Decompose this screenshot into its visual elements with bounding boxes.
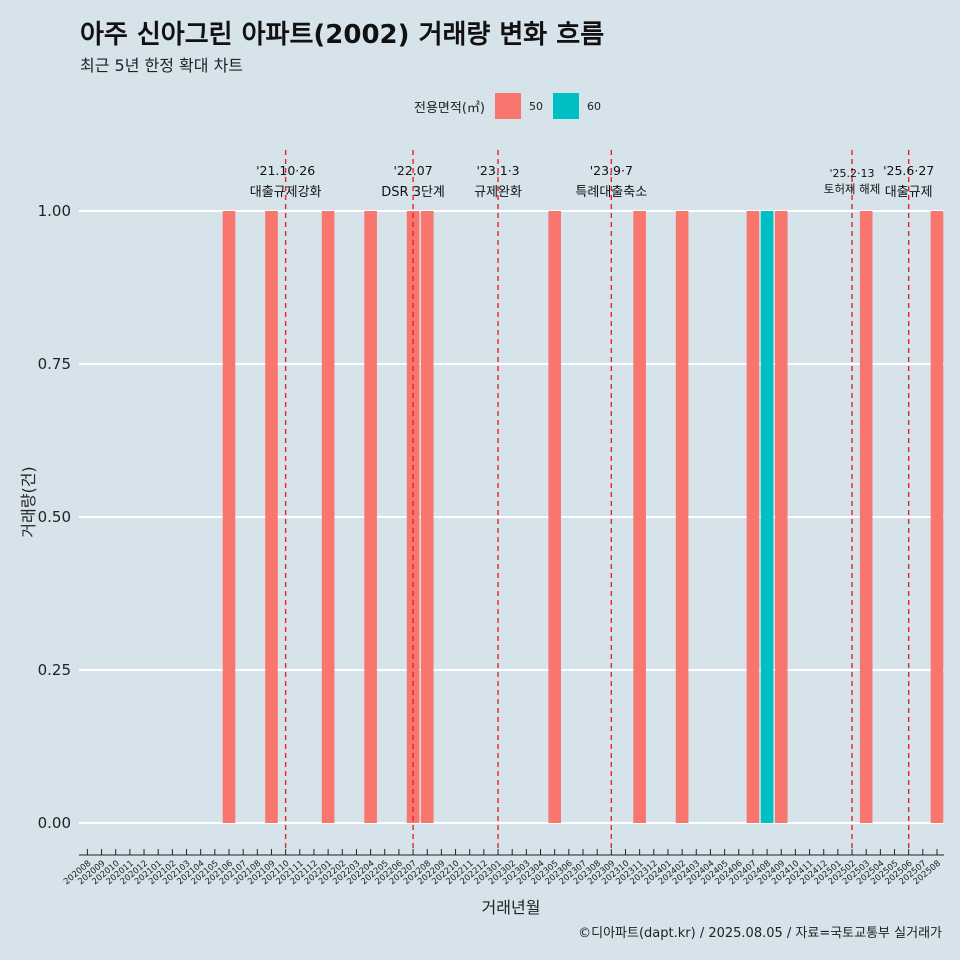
event-label: 규제완화 — [474, 185, 522, 200]
event-date-label: '23.1·3 — [476, 163, 519, 178]
chart-title: 아주 신아그린 아파트(2002) 거래량 변화 흐름 — [80, 20, 605, 50]
y-tick-label: 0.75 — [38, 355, 71, 373]
source-footer: ©디아파트(dapt.kr) / 2025.08.05 / 자료=국토교통부 실… — [578, 926, 942, 941]
bar-50-202106 — [222, 211, 236, 823]
event-label: 대출규제강화 — [250, 185, 322, 200]
bar-50-202207 — [406, 211, 420, 823]
bar-50-202305 — [548, 211, 561, 823]
x-axis-title: 거래년월 — [482, 898, 541, 917]
legend: 전용면적(㎡) 50 60 — [414, 93, 611, 119]
bar-60-202408 — [760, 211, 774, 823]
y-tick-label: 0.25 — [38, 661, 71, 679]
event-label: 토허제 해제 — [824, 182, 881, 196]
bar-50-202409 — [774, 211, 788, 823]
bar-50-202109 — [265, 211, 278, 823]
bar-50-202402 — [675, 211, 689, 823]
event-date-label: '25.2·13 — [830, 167, 875, 180]
bar-50-202508 — [930, 211, 944, 823]
bar-50-202311 — [633, 211, 646, 823]
event-label: 특례대출축소 — [575, 185, 647, 200]
legend-key-60 — [552, 93, 579, 119]
y-axis-title: 거래량(건) — [19, 466, 38, 537]
bar-50-202204 — [364, 211, 377, 823]
legend-label-60: 60 — [586, 99, 601, 113]
legend-label-50: 50 — [528, 99, 543, 113]
legend-key-50 — [494, 93, 521, 119]
event-date-label: '22.07 — [393, 163, 432, 178]
bar-50-202407 — [746, 211, 760, 823]
y-tick-label: 1.00 — [38, 202, 71, 220]
event-date-label: '23.9·7 — [590, 163, 633, 178]
bar-50-202201 — [321, 211, 335, 823]
legend-title: 전용면적(㎡) — [414, 100, 485, 116]
event-label: DSR 3단계 — [381, 185, 445, 200]
y-tick-label: 0.00 — [38, 814, 71, 832]
event-label: 대출규제 — [885, 185, 933, 200]
bar-50-202208 — [420, 211, 434, 823]
chart-subtitle: 최근 5년 한정 확대 차트 — [80, 56, 244, 75]
bar-50-202503 — [859, 211, 873, 823]
event-date-label: '21.10·26 — [256, 163, 315, 178]
event-date-label: '25.6·27 — [883, 163, 934, 178]
y-tick-label: 0.50 — [38, 508, 71, 526]
